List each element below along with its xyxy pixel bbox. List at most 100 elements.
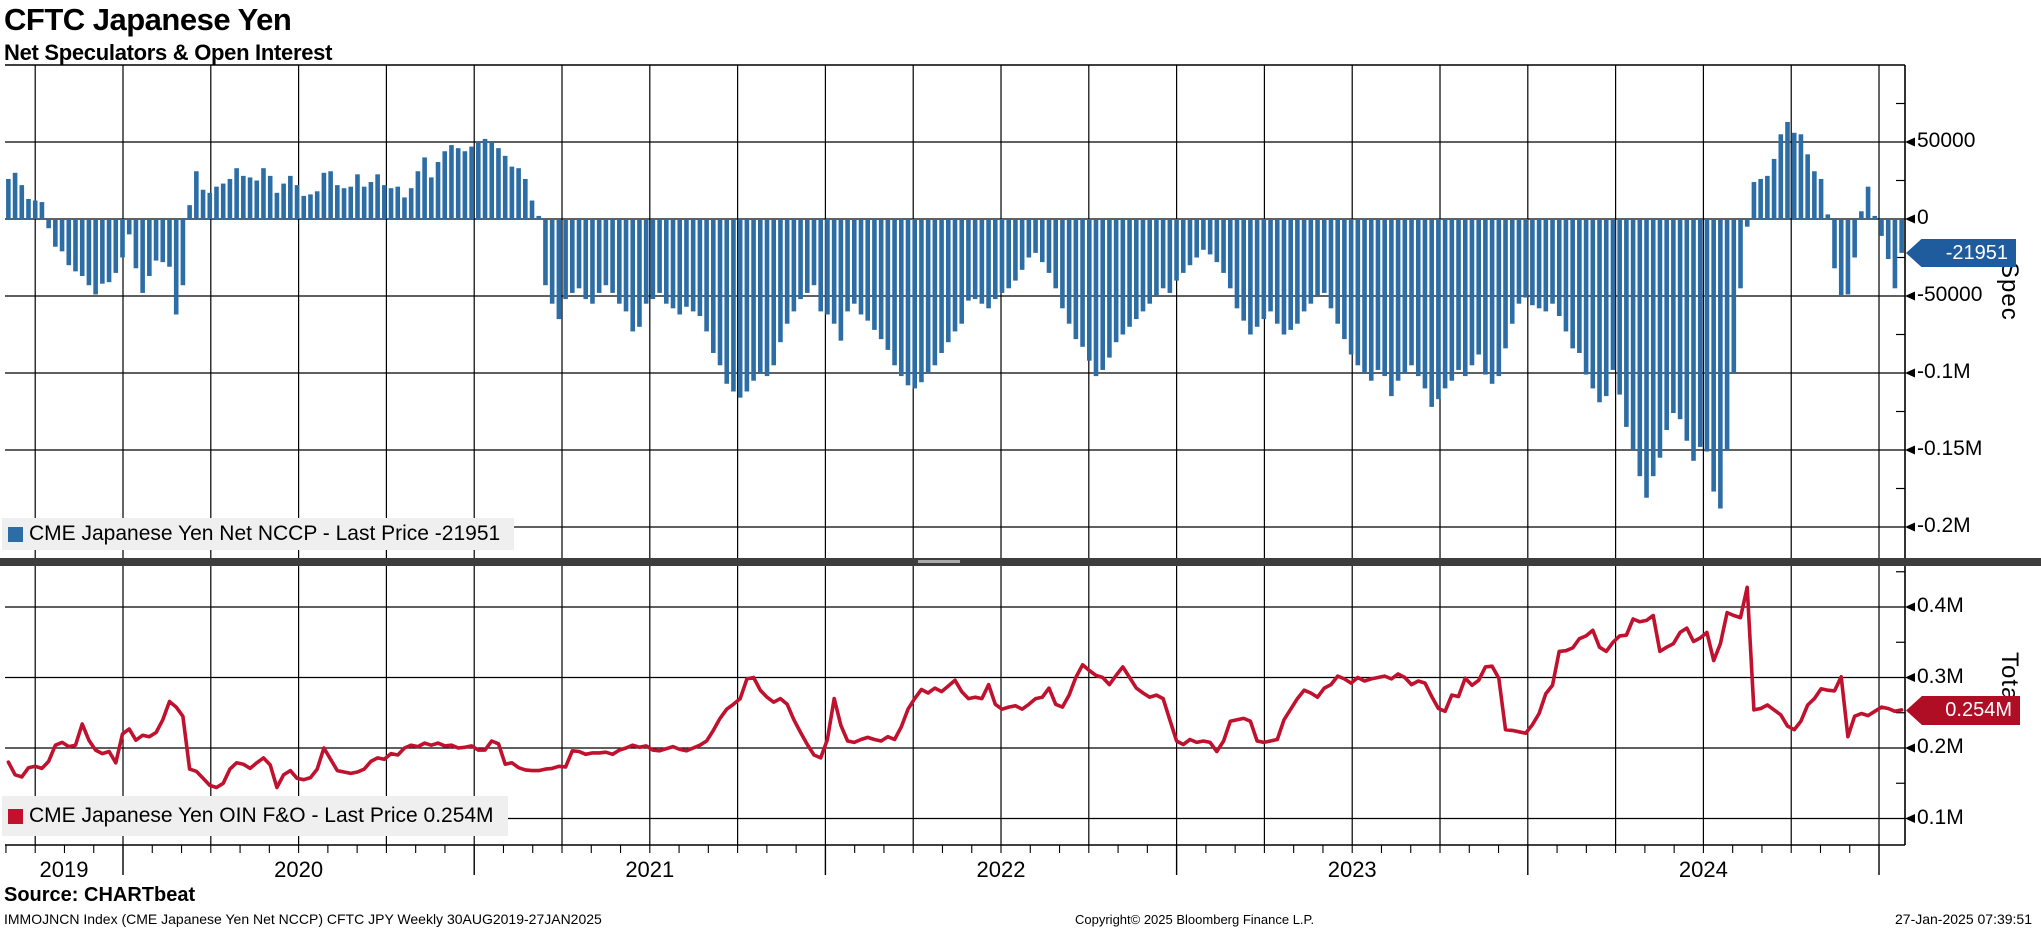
net-position-bar[interactable] [925, 219, 931, 373]
net-position-bar[interactable] [214, 186, 219, 219]
net-position-bar[interactable] [1509, 219, 1515, 324]
net-position-bar[interactable] [1140, 219, 1146, 312]
net-position-bar[interactable] [952, 219, 958, 332]
net-position-bar[interactable] [1449, 219, 1455, 381]
net-position-bar[interactable] [1644, 219, 1649, 498]
net-position-bar[interactable] [1080, 219, 1085, 347]
net-position-bar[interactable] [825, 219, 830, 315]
net-position-bar[interactable] [39, 202, 45, 219]
net-position-bar[interactable] [1550, 219, 1555, 304]
net-position-bar[interactable] [1476, 219, 1481, 355]
net-position-bar[interactable] [1583, 219, 1589, 375]
net-position-bar[interactable] [1355, 219, 1361, 366]
net-position-bar[interactable] [1677, 219, 1683, 420]
net-position-bar[interactable] [496, 148, 501, 219]
net-position-bar[interactable] [86, 219, 92, 286]
net-position-bar[interactable] [1563, 219, 1569, 332]
net-position-bar[interactable] [872, 219, 877, 330]
net-position-bar[interactable] [32, 200, 38, 219]
net-position-bar[interactable] [570, 219, 575, 293]
legend-oin-fo[interactable]: CME Japanese Yen OIN F&O - Last Price 0.… [2, 796, 508, 836]
net-position-bar[interactable] [6, 178, 11, 219]
net-position-bar[interactable] [402, 197, 407, 219]
net-position-bar[interactable] [704, 219, 709, 332]
last-price-tag-spec[interactable]: -21951 [1906, 239, 2016, 267]
net-position-bar[interactable] [778, 219, 783, 343]
net-position-bar[interactable] [1167, 219, 1173, 293]
net-position-bar[interactable] [959, 219, 965, 324]
net-position-bar[interactable] [1301, 219, 1307, 312]
net-position-bar[interactable] [1335, 219, 1340, 324]
net-position-bar[interactable] [1053, 219, 1059, 289]
net-position-bar[interactable] [415, 171, 421, 219]
net-position-bar[interactable] [1133, 219, 1139, 320]
net-position-bar[interactable] [791, 219, 797, 312]
net-position-bar[interactable] [126, 219, 132, 235]
net-position-bar[interactable] [717, 219, 723, 366]
net-position-bar[interactable] [1321, 219, 1327, 293]
net-position-bar[interactable] [905, 219, 911, 386]
net-position-bar[interactable] [603, 219, 609, 286]
net-position-bar[interactable] [1899, 219, 1904, 253]
net-position-bar[interactable] [536, 215, 542, 219]
net-position-bar[interactable] [187, 205, 192, 219]
net-position-bar[interactable] [1691, 219, 1696, 461]
net-position-bar[interactable] [1489, 219, 1495, 384]
net-position-bar[interactable] [147, 219, 152, 276]
net-position-bar[interactable] [1060, 219, 1065, 309]
net-position-bar[interactable] [482, 138, 488, 219]
net-position-bar[interactable] [1832, 219, 1837, 269]
net-position-bar[interactable] [1825, 214, 1831, 219]
net-position-bar[interactable] [617, 219, 622, 304]
net-position-bar[interactable] [1268, 219, 1273, 312]
net-position-bar[interactable] [422, 157, 427, 219]
net-position-bar[interactable] [395, 186, 401, 219]
net-position-bar[interactable] [194, 171, 199, 219]
net-position-bar[interactable] [764, 219, 770, 377]
net-position-bar[interactable] [100, 219, 105, 284]
net-position-bar[interactable] [308, 194, 313, 219]
net-position-bar[interactable] [1227, 219, 1233, 289]
net-position-bar[interactable] [630, 219, 636, 332]
net-position-bar[interactable] [180, 219, 186, 286]
net-position-bar[interactable] [79, 219, 85, 276]
net-position-bar[interactable] [596, 219, 602, 293]
net-position-bar[interactable] [1778, 134, 1784, 219]
net-position-bar[interactable] [469, 146, 474, 219]
net-position-bar[interactable] [992, 219, 998, 300]
net-position-bar[interactable] [234, 168, 239, 219]
net-position-bar[interactable] [1785, 121, 1790, 219]
net-position-bar[interactable] [845, 219, 850, 312]
net-position-bar[interactable] [368, 182, 374, 219]
net-position-bar[interactable] [979, 219, 985, 304]
net-position-bar[interactable] [972, 219, 978, 300]
net-position-bar[interactable] [1637, 219, 1643, 477]
net-position-bar[interactable] [966, 219, 971, 301]
net-position-bar[interactable] [1362, 219, 1367, 373]
net-position-bar[interactable] [1483, 219, 1488, 375]
net-position-bar[interactable] [200, 189, 206, 219]
net-position-bar[interactable] [1577, 219, 1582, 353]
net-position-bar[interactable] [657, 219, 662, 293]
last-price-tag-total[interactable]: 0.254M [1906, 696, 2020, 725]
net-position-bar[interactable] [274, 192, 280, 219]
net-position-bar[interactable] [1328, 219, 1334, 309]
net-position-bar[interactable] [784, 219, 790, 324]
net-position-bar[interactable] [945, 219, 951, 343]
net-position-bar[interactable] [623, 219, 629, 312]
net-position-bar[interactable] [314, 191, 320, 219]
net-position-bar[interactable] [831, 219, 837, 324]
net-position-bar[interactable] [731, 219, 736, 392]
net-position-bar[interactable] [1765, 175, 1770, 219]
net-position-bar[interactable] [1261, 219, 1267, 320]
net-position-bar[interactable] [241, 175, 246, 219]
net-position-bar[interactable] [489, 142, 495, 219]
net-position-bar[interactable] [1046, 219, 1052, 273]
net-position-bar[interactable] [1758, 178, 1763, 219]
net-position-bar[interactable] [1852, 219, 1857, 258]
net-position-bar[interactable] [1798, 134, 1804, 219]
legend-net-nccp[interactable]: CME Japanese Yen Net NCCP - Last Price -… [2, 518, 515, 550]
net-position-bar[interactable] [1395, 219, 1401, 381]
net-position-bar[interactable] [1295, 219, 1300, 324]
